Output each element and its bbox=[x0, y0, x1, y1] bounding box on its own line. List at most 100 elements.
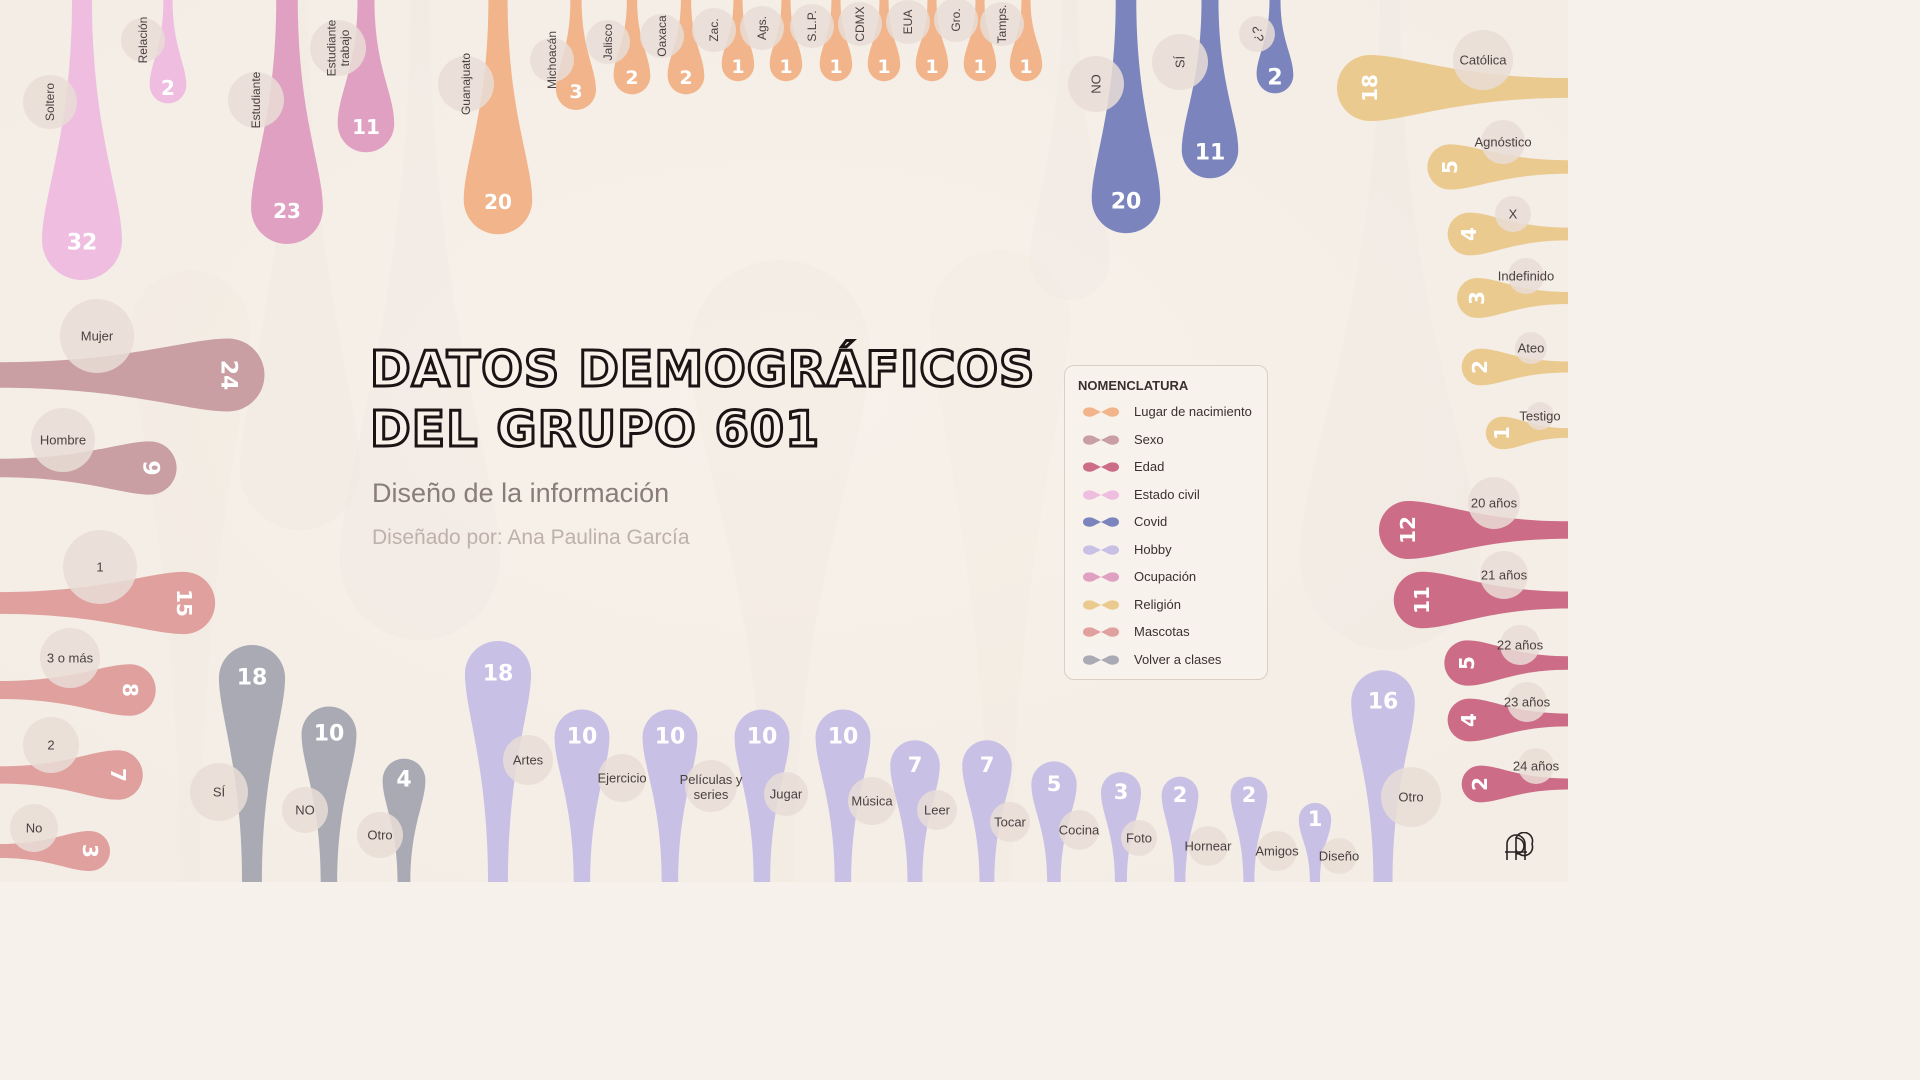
value-lugar-7: 1 bbox=[877, 56, 890, 78]
lugar-7-label: CDMX bbox=[853, 6, 867, 41]
value-lugar-4: 1 bbox=[731, 56, 744, 78]
hobby-1-label: Ejercicio bbox=[597, 771, 646, 786]
volver-0-bubble bbox=[190, 763, 248, 821]
legend-title: NOMENCLATURA bbox=[1078, 378, 1189, 393]
covid-1-bubble bbox=[1152, 34, 1208, 90]
value-lugar-8: 1 bbox=[925, 56, 938, 78]
legend-label: Mascotas bbox=[1134, 624, 1190, 639]
drop-religion-2 bbox=[1447, 212, 1568, 256]
value-religion-1: 5 bbox=[1438, 160, 1462, 174]
hobby-11-label: Diseño bbox=[1319, 849, 1359, 864]
drop-lugar-2 bbox=[613, 0, 651, 95]
hobby-9-label: Hornear bbox=[1185, 839, 1233, 854]
lugar-9-bubble bbox=[934, 0, 978, 42]
lugar-0-bubble bbox=[438, 56, 494, 112]
value-edad-2: 5 bbox=[1455, 656, 1479, 670]
legend-label: Lugar de nacimiento bbox=[1134, 404, 1252, 419]
mascotas-1-bubble bbox=[40, 628, 100, 688]
edad-3-label: 23 años bbox=[1504, 695, 1551, 710]
mascotas-2-label: 2 bbox=[47, 738, 54, 753]
value-lugar-6: 1 bbox=[829, 56, 842, 78]
religion-3-label: Indefinido bbox=[1498, 269, 1554, 284]
volver-0-label: SÍ bbox=[213, 785, 226, 800]
edad-2-bubble bbox=[1500, 625, 1540, 665]
legend-label: Ocupación bbox=[1134, 569, 1197, 584]
legend-item: Sexo bbox=[1081, 430, 1266, 450]
value-lugar-2: 2 bbox=[625, 67, 638, 89]
drop-hobby-1 bbox=[554, 709, 610, 882]
drop-mascotas-1 bbox=[0, 664, 156, 716]
value-covid-0: 20 bbox=[1111, 190, 1142, 215]
legend-swatch-icon bbox=[1083, 599, 1119, 610]
legend-item: Ocupación bbox=[1081, 567, 1266, 587]
drop-hobby-4 bbox=[815, 709, 871, 882]
religion-2-label: X bbox=[1509, 207, 1518, 222]
title-line-2: DEL GRUPO 601 bbox=[368, 400, 821, 460]
hobby-10-bubble bbox=[1257, 831, 1297, 871]
ghost-shape-3 bbox=[1030, 0, 1110, 300]
value-hobby-9: 2 bbox=[1173, 783, 1188, 807]
estado-civil-1-bubble bbox=[121, 18, 165, 62]
page-title: DATOS DEMOGRÁFICOS DEL GRUPO 601 bbox=[368, 340, 1035, 460]
drop-religion-1 bbox=[1427, 144, 1568, 190]
drop-sexo-1 bbox=[0, 441, 177, 495]
drop-hobby-8 bbox=[1100, 771, 1142, 882]
legend-swatch-icon bbox=[1083, 654, 1119, 665]
legend-swatch-icon bbox=[1083, 544, 1119, 555]
legend-item: Mascotas bbox=[1081, 622, 1266, 642]
drop-lugar-6 bbox=[819, 0, 853, 82]
edad-4-label: 24 años bbox=[1513, 759, 1560, 774]
religion-5-bubble bbox=[1526, 402, 1554, 430]
value-lugar-1: 3 bbox=[569, 81, 582, 103]
drop-edad-2 bbox=[1444, 640, 1568, 686]
hobby-4-label: Música bbox=[851, 794, 893, 809]
mascotas-1-label: 3 o más bbox=[47, 651, 94, 666]
value-hobby-10: 2 bbox=[1242, 783, 1257, 807]
legend-item: Hobby bbox=[1081, 540, 1266, 560]
sexo-1-bubble bbox=[31, 408, 95, 472]
estado-civil-0-label: Soltero bbox=[43, 83, 57, 121]
legend-label: Volver a clases bbox=[1134, 651, 1222, 667]
lugar-5-bubble bbox=[740, 6, 784, 50]
drop-edad-0 bbox=[1378, 500, 1568, 560]
legend-item: Edad bbox=[1081, 457, 1266, 477]
drop-lugar-10 bbox=[1009, 0, 1043, 82]
ocupacion-0-bubble bbox=[228, 72, 284, 128]
hobby-0-label: Artes bbox=[513, 753, 544, 768]
covid-0-label: NO bbox=[1089, 74, 1104, 94]
mascotas-3-label: No bbox=[26, 821, 43, 836]
edad-4-bubble bbox=[1518, 748, 1554, 784]
drop-mascotas-3 bbox=[0, 830, 111, 872]
value-religion-0: 18 bbox=[1358, 74, 1382, 102]
religion-4-label: Ateo bbox=[1518, 341, 1545, 356]
background-ghost-shapes bbox=[130, 0, 1480, 882]
value-mascotas-1: 8 bbox=[118, 683, 142, 697]
lugar-3-label: Oaxaca bbox=[655, 15, 669, 57]
hobby-11-bubble bbox=[1321, 838, 1357, 874]
value-hobby-6: 7 bbox=[980, 753, 995, 777]
legend-label: Estado civil bbox=[1134, 486, 1200, 502]
legend-panel: NOMENCLATURA Lugar de nacimiento Sexo Edad… bbox=[1064, 365, 1268, 680]
drop-hobby-5 bbox=[890, 740, 940, 882]
religion-5-label: Testigo bbox=[1519, 409, 1560, 424]
value-edad-4: 2 bbox=[1468, 777, 1492, 791]
ocupacion-1-bubble bbox=[310, 20, 366, 76]
value-mascotas-2: 7 bbox=[106, 768, 130, 782]
value-ocupacion-1: 11 bbox=[352, 115, 380, 139]
volver-1-bubble bbox=[282, 787, 328, 833]
drop-lugar-7 bbox=[867, 0, 901, 82]
legend-swatch-icon bbox=[1083, 462, 1119, 472]
hobby-3-bubble bbox=[764, 772, 808, 816]
lugar-0-label: Guanajuato bbox=[459, 53, 473, 115]
category-bubbles: Soltero Relación Estudiante Estudiantetraba… bbox=[10, 0, 1561, 874]
covid-1-label: SÍ bbox=[1173, 55, 1188, 68]
estado-civil-0-bubble bbox=[23, 75, 77, 129]
religion-3-bubble bbox=[1508, 258, 1544, 294]
value-edad-0: 12 bbox=[1396, 516, 1420, 544]
edad-0-label: 20 años bbox=[1471, 496, 1518, 511]
edad-2-label: 22 años bbox=[1497, 638, 1544, 653]
value-religion-2: 4 bbox=[1457, 227, 1481, 241]
lugar-4-bubble bbox=[692, 8, 736, 52]
volver-2-bubble bbox=[357, 812, 403, 858]
hobby-6-bubble bbox=[990, 802, 1030, 842]
